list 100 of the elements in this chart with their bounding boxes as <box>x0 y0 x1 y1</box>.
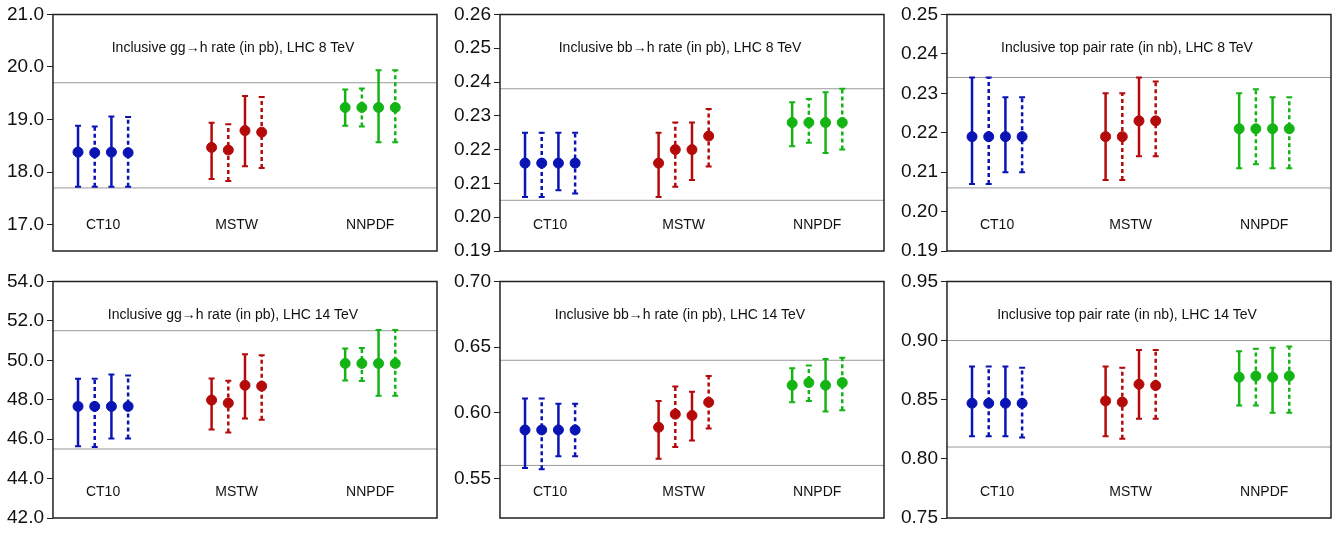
point <box>1283 123 1295 135</box>
point <box>105 400 117 412</box>
text: Inclusive top pair rate (in nb), LHC 14 TeV <box>997 306 1258 323</box>
point <box>373 357 385 369</box>
y-tick-label: 50.0 <box>7 348 44 370</box>
point <box>653 421 665 433</box>
y-tick-label: 52.0 <box>7 309 44 331</box>
point <box>703 130 715 142</box>
point <box>966 131 978 143</box>
y-tick-label: 0.55 <box>454 466 491 488</box>
point <box>686 409 698 421</box>
annotation: NNPDF <box>793 215 842 232</box>
annotation: CT10 <box>85 482 121 499</box>
point <box>373 101 385 113</box>
y-tick-label: 0.75 <box>901 506 938 528</box>
y-tick-label: 0.20 <box>454 205 491 227</box>
y-tick-label: 0.22 <box>454 137 491 159</box>
y-tick-label: 0.23 <box>901 81 938 103</box>
point <box>1100 395 1112 407</box>
y-tick-label: 21.0 <box>7 2 44 24</box>
y-tick-label: 20.0 <box>7 55 44 77</box>
y-tick-label: 0.60 <box>454 401 491 423</box>
y-tick-label: 0.19 <box>454 239 491 261</box>
point <box>256 126 268 138</box>
point <box>122 400 134 412</box>
annotation: CT10 <box>532 215 568 232</box>
text: Inclusive bb→h rate (in pb), LHC 8 TeV <box>558 39 802 56</box>
y-tick-label: 44.0 <box>7 466 44 488</box>
point <box>339 101 351 113</box>
point <box>669 408 681 420</box>
annotation: MSTW <box>215 215 259 232</box>
point <box>536 424 548 436</box>
point <box>1267 123 1279 135</box>
text: Inclusive gg→h rate (in pb), LHC 8 TeV <box>111 39 355 56</box>
point <box>256 380 268 392</box>
point <box>1016 131 1028 143</box>
point <box>356 357 368 369</box>
y-tick-label: 0.24 <box>901 42 939 64</box>
point <box>519 157 531 169</box>
annotation: MSTW <box>662 215 706 232</box>
point <box>1250 370 1262 382</box>
annotation: MSTW <box>1109 482 1153 499</box>
point <box>1250 123 1262 135</box>
y-tick-label: 0.20 <box>901 199 938 221</box>
point <box>703 396 715 408</box>
point <box>222 144 234 156</box>
annotation: MSTW <box>1109 215 1153 232</box>
y-tick-label: 0.25 <box>901 2 938 24</box>
y-tick-label: 48.0 <box>7 387 44 409</box>
point <box>536 157 548 169</box>
point <box>1133 378 1145 390</box>
y-tick-label: 0.19 <box>901 239 938 261</box>
point <box>1150 115 1162 127</box>
point <box>669 144 681 156</box>
point <box>836 117 848 129</box>
point <box>222 397 234 409</box>
point <box>803 377 815 389</box>
point <box>552 424 564 436</box>
point <box>389 357 401 369</box>
point <box>356 101 368 113</box>
point <box>206 141 218 153</box>
point <box>519 424 531 436</box>
y-tick-label: 0.21 <box>454 171 491 193</box>
y-tick-label: 0.25 <box>454 36 491 58</box>
point <box>1016 397 1028 409</box>
point <box>803 117 815 129</box>
y-tick-label: 0.80 <box>901 447 938 469</box>
y-tick-label: 0.85 <box>901 387 938 409</box>
annotation: MSTW <box>662 482 706 499</box>
point <box>72 400 84 412</box>
annotation: CT10 <box>979 482 1015 499</box>
point <box>1116 131 1128 143</box>
y-tick-label: 17.0 <box>7 212 44 234</box>
point <box>389 101 401 113</box>
annotation: NNPDF <box>1240 215 1289 232</box>
point <box>105 146 117 158</box>
annotation: CT10 <box>979 215 1015 232</box>
text: Inclusive bb→h rate (in pb), LHC 14 TeV <box>554 306 806 323</box>
point <box>1233 123 1245 135</box>
point <box>983 397 995 409</box>
point <box>1116 396 1128 408</box>
point <box>239 125 251 137</box>
point <box>339 357 351 369</box>
y-tick-label: 0.90 <box>901 328 938 350</box>
y-tick-label: 18.0 <box>7 160 44 182</box>
annotation: MSTW <box>215 482 259 499</box>
annotation: CT10 <box>85 215 121 232</box>
point <box>999 397 1011 409</box>
y-tick-label: 0.95 <box>901 269 938 291</box>
y-tick-label: 0.70 <box>454 269 491 291</box>
point <box>89 400 101 412</box>
point <box>1100 131 1112 143</box>
point <box>820 117 832 129</box>
point <box>569 424 581 436</box>
y-tick-label: 0.23 <box>454 104 491 126</box>
point <box>122 147 134 159</box>
point <box>72 146 84 158</box>
point <box>206 394 218 406</box>
point <box>1233 371 1245 383</box>
annotation: NNPDF <box>1240 482 1289 499</box>
